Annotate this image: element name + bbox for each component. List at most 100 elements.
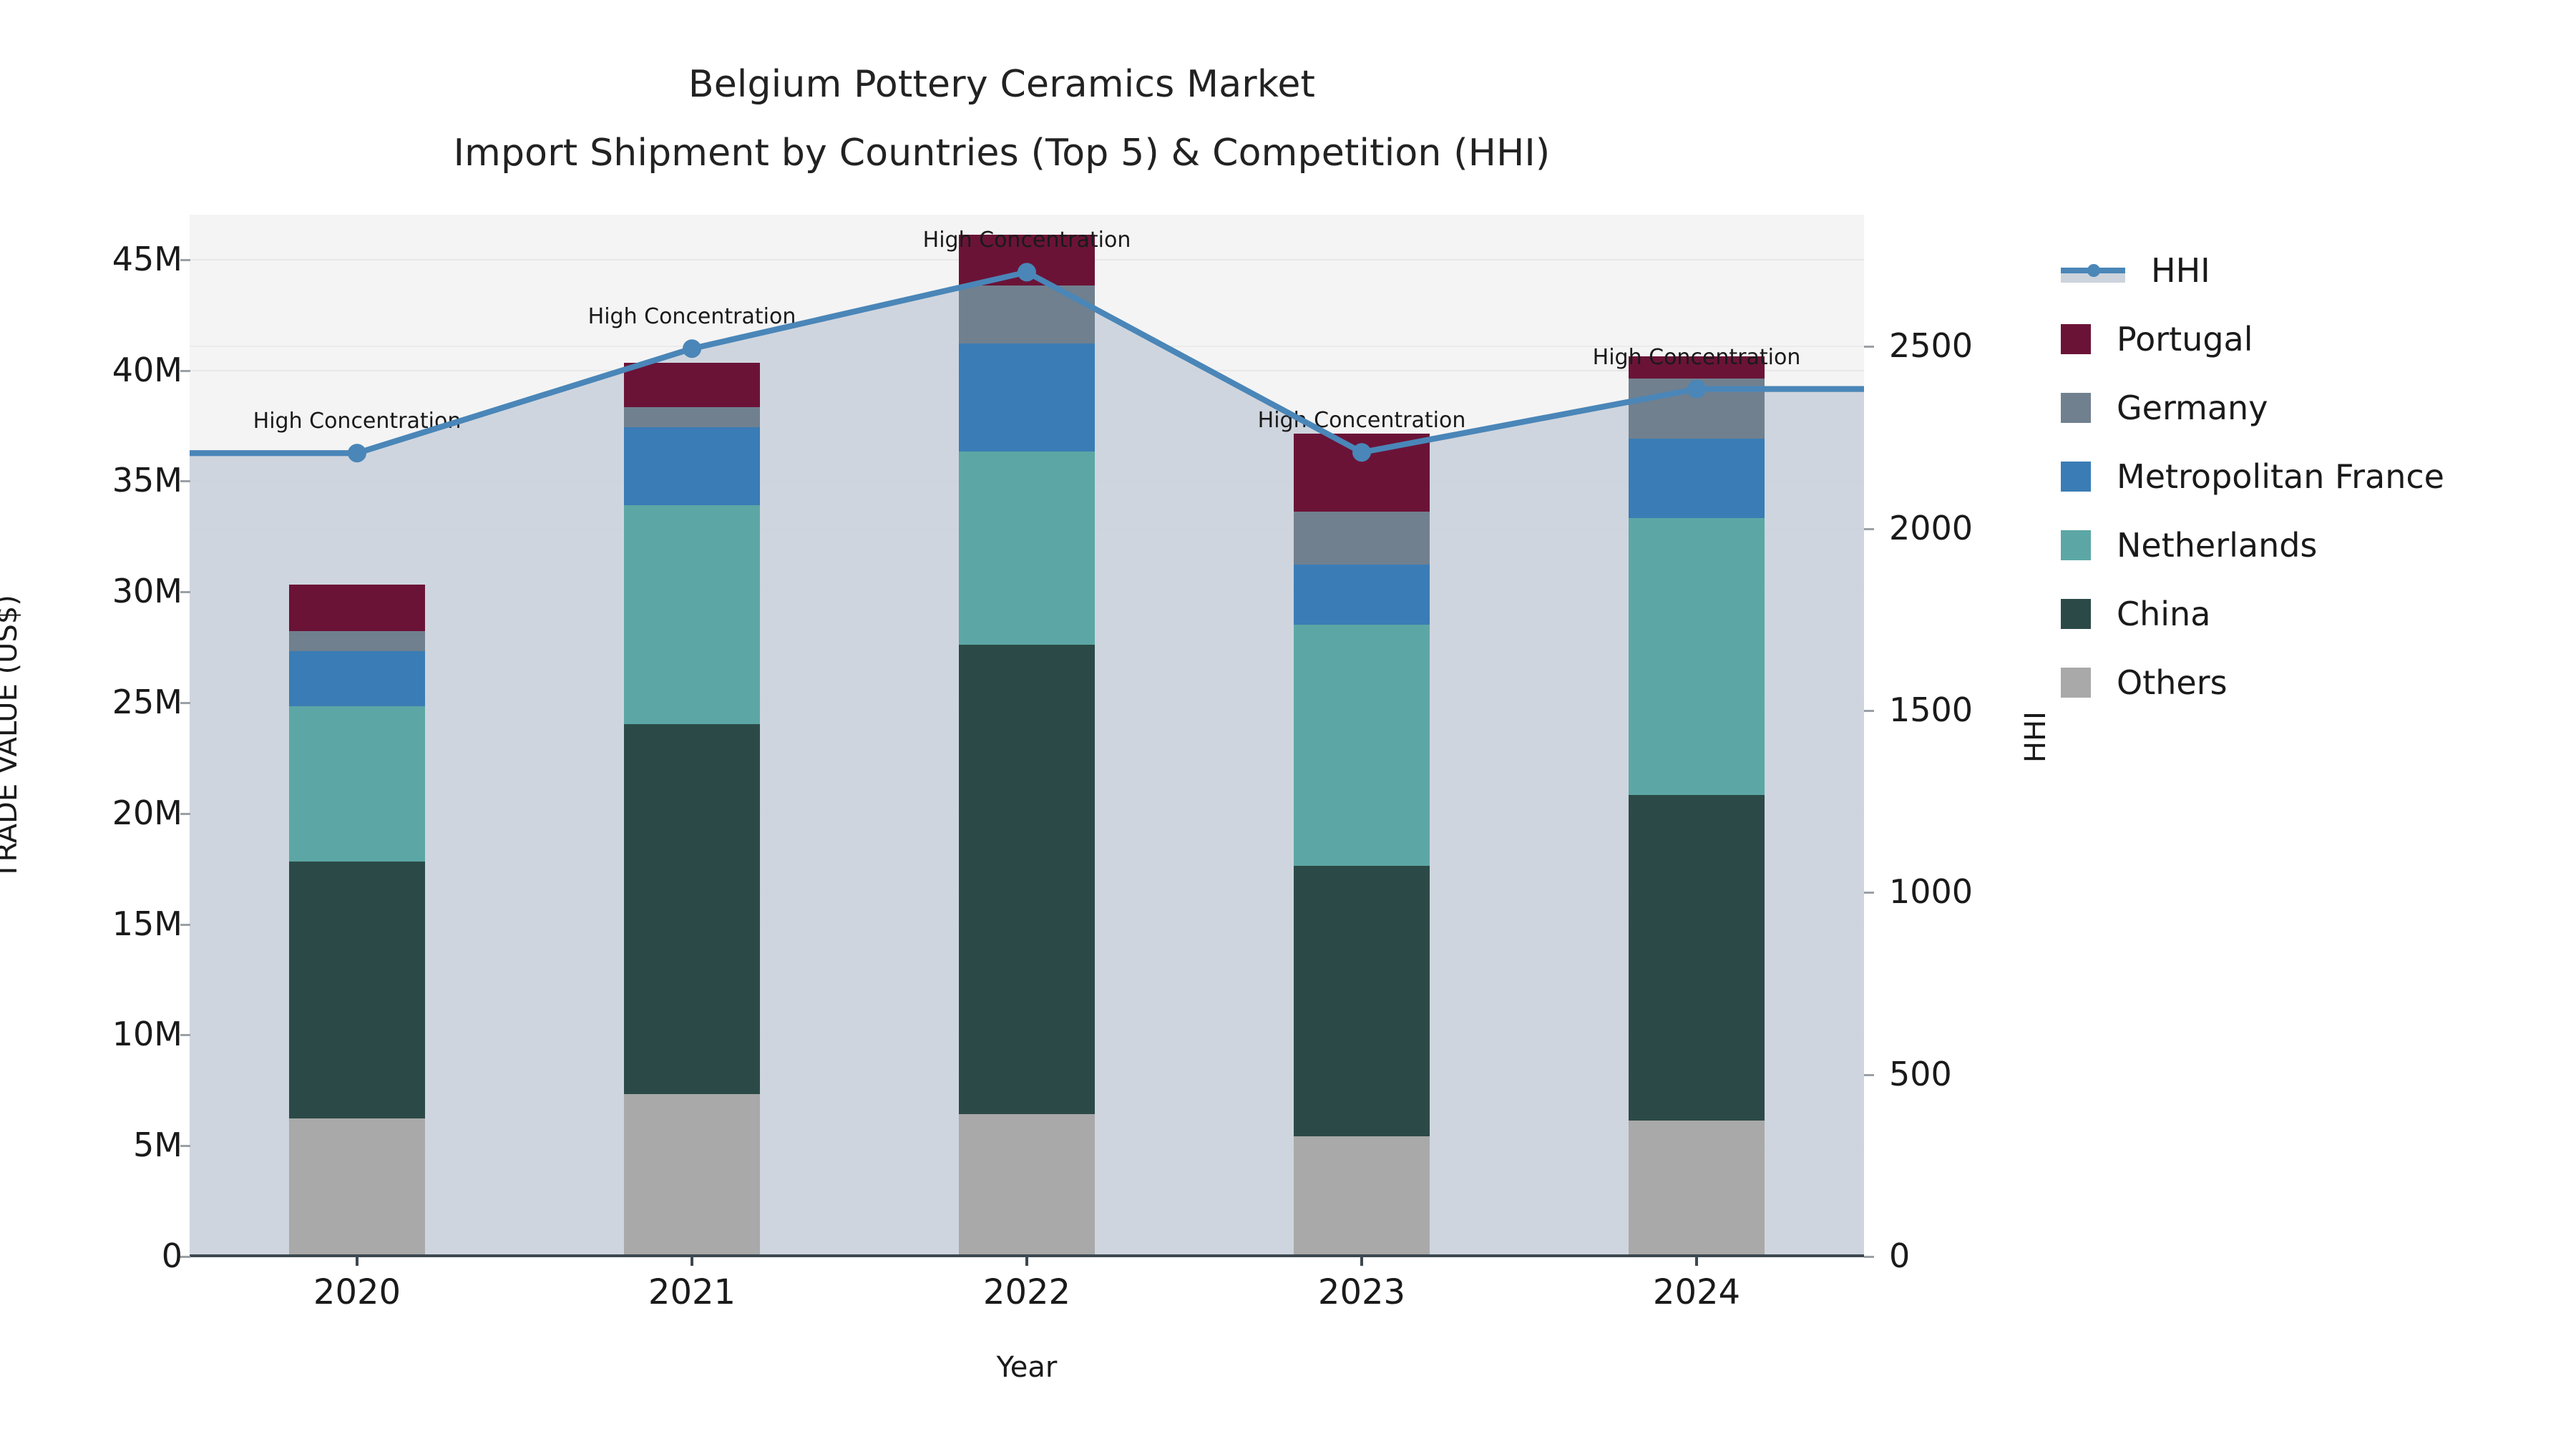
chart-legend: HHI Portugal Germany Metropolitan France Net… xyxy=(2061,236,2562,717)
y-axis-left-tick-label: 35M xyxy=(112,461,182,500)
hhi-marker-2022[interactable] xyxy=(1018,263,1036,282)
bar-group-2022[interactable] xyxy=(959,215,1095,1256)
bar-segment-china[interactable] xyxy=(1294,866,1430,1136)
bar-groups xyxy=(190,215,1864,1256)
y-axis-left-title: TRADE VALUE (US$) xyxy=(0,595,24,879)
bar-group-2023[interactable] xyxy=(1294,215,1430,1256)
legend-item-portugal[interactable]: Portugal xyxy=(2061,305,2562,374)
bar-segment-portugal[interactable] xyxy=(289,584,425,631)
bar-segment-others[interactable] xyxy=(1629,1121,1765,1256)
bar-segment-metropolitan-france[interactable] xyxy=(1294,565,1430,625)
y-axis-right-tick-label: 500 xyxy=(1889,1054,1952,1093)
y-axis-right-tick-mark xyxy=(1864,1256,1874,1258)
bar-segment-netherlands[interactable] xyxy=(959,452,1095,645)
bar-segment-metropolitan-france[interactable] xyxy=(289,650,425,707)
x-axis-tick-label-2023: 2023 xyxy=(1317,1272,1406,1312)
legend-color-swatch-icon xyxy=(2061,530,2091,560)
legend-item-germany[interactable]: Germany xyxy=(2061,374,2562,442)
legend-color-swatch-icon xyxy=(2061,668,2091,698)
y-axis-left-tick-mark xyxy=(180,369,190,372)
bar-segment-germany[interactable] xyxy=(1294,511,1430,565)
x-axis-tick-label-2024: 2024 xyxy=(1652,1272,1741,1312)
y-axis-left-tick-label: 20M xyxy=(112,793,182,832)
bar-segment-china[interactable] xyxy=(1629,795,1765,1121)
y-axis-right-tick-mark xyxy=(1864,1073,1874,1076)
x-axis-tick-label-2022: 2022 xyxy=(982,1272,1071,1312)
x-axis-tick-label-2021: 2021 xyxy=(648,1272,736,1312)
annotation-high-concentration-2021: High Concentration xyxy=(587,304,796,330)
y-axis-left-tick-mark xyxy=(180,702,190,705)
y-axis-left-tick-mark xyxy=(180,1145,190,1148)
x-axis-tick-mark xyxy=(1025,1256,1028,1266)
y-axis-right-tick-mark xyxy=(1864,892,1874,894)
bar-segment-netherlands[interactable] xyxy=(624,504,760,724)
hhi-line-overlay xyxy=(190,269,1864,457)
y-axis-right-tick-mark xyxy=(1864,709,1874,712)
x-axis-tick-mark xyxy=(691,1256,693,1266)
y-axis-left-tick-mark xyxy=(180,812,190,815)
legend-color-swatch-icon xyxy=(2061,324,2091,354)
bar-segment-netherlands[interactable] xyxy=(1629,518,1765,796)
bar-segment-germany[interactable] xyxy=(289,631,425,651)
legend-item-label: Germany xyxy=(2117,389,2268,427)
y-axis-left-tick-label: 40M xyxy=(112,350,182,389)
bar-group-2021[interactable] xyxy=(624,215,760,1256)
bar-segment-china[interactable] xyxy=(289,861,425,1119)
hhi-marker-2024[interactable] xyxy=(1687,379,1706,399)
bar-segment-germany[interactable] xyxy=(624,407,760,428)
y-axis-right-tick-mark xyxy=(1864,346,1874,348)
x-axis-tick-label-2020: 2020 xyxy=(313,1272,401,1312)
y-axis-left-tick-mark xyxy=(180,1034,190,1037)
chart-title: Belgium Pottery Ceramics Market Import S… xyxy=(0,50,2004,187)
bar-segment-china[interactable] xyxy=(624,724,760,1094)
bar-segment-others[interactable] xyxy=(289,1118,425,1256)
hhi-marker-2021[interactable] xyxy=(683,339,701,358)
bar-group-2024[interactable] xyxy=(1629,215,1765,1256)
bar-segment-portugal[interactable] xyxy=(1629,356,1765,379)
annotation-high-concentration-2022: High Concentration xyxy=(922,228,1131,253)
y-axis-left-tick-label: 0 xyxy=(161,1236,182,1275)
y-axis-left-tick-mark xyxy=(180,480,190,483)
bar-segment-metropolitan-france[interactable] xyxy=(624,427,760,505)
hhi-marker-2020[interactable] xyxy=(348,444,366,463)
bar-segment-others[interactable] xyxy=(624,1094,760,1256)
bar-segment-metropolitan-france[interactable] xyxy=(959,343,1095,452)
y-axis-right-tick-label: 1500 xyxy=(1889,690,1974,729)
legend-area-band xyxy=(2061,273,2125,283)
bar-group-2020[interactable] xyxy=(289,215,425,1256)
legend-item-china[interactable]: China xyxy=(2061,580,2562,648)
bar-segment-others[interactable] xyxy=(1294,1136,1430,1256)
bar-segment-metropolitan-france[interactable] xyxy=(1629,438,1765,519)
legend-item-hhi[interactable]: HHI xyxy=(2061,236,2562,305)
bar-segment-netherlands[interactable] xyxy=(1294,624,1430,867)
y-axis-left-tick-mark xyxy=(180,258,190,261)
bar-segment-netherlands[interactable] xyxy=(289,706,425,862)
y-axis-right-title: HHI xyxy=(2019,711,2052,763)
legend-item-others[interactable]: Others xyxy=(2061,648,2562,717)
y-axis-left-tick-label: 10M xyxy=(112,1015,182,1054)
y-axis-left-tick-label: 15M xyxy=(112,904,182,943)
y-axis-left-tick-mark xyxy=(180,591,190,594)
y-axis-right-tick-label: 2000 xyxy=(1889,508,1974,547)
x-axis-title: Year xyxy=(996,1351,1058,1384)
legend-item-metropolitan-france[interactable]: Metropolitan France xyxy=(2061,442,2562,511)
bar-segment-china[interactable] xyxy=(959,644,1095,1114)
legend-item-label: Metropolitan France xyxy=(2117,457,2444,496)
legend-item-netherlands[interactable]: Netherlands xyxy=(2061,511,2562,580)
plot-area: High Concentration High Concentration High… xyxy=(190,215,1864,1257)
legend-line-swatch-icon xyxy=(2061,255,2125,286)
legend-item-label: Netherlands xyxy=(2117,526,2318,565)
bar-segment-portugal[interactable] xyxy=(624,363,760,408)
x-axis-tick-mark xyxy=(1695,1256,1698,1266)
y-axis-right-tick-label: 2500 xyxy=(1889,326,1974,366)
y-axis-right-tick-label: 0 xyxy=(1889,1236,1911,1275)
annotation-high-concentration-2024: High Concentration xyxy=(1592,344,1801,370)
legend-line-marker-dot xyxy=(2087,264,2100,277)
legend-item-label: China xyxy=(2117,595,2211,633)
hhi-line-top-layer xyxy=(190,263,1864,463)
y-axis-left-tick-label: 5M xyxy=(133,1126,182,1165)
y-axis-left-tick-mark xyxy=(180,1256,190,1258)
bar-segment-others[interactable] xyxy=(959,1113,1095,1256)
hhi-marker-2023[interactable] xyxy=(1352,443,1371,462)
